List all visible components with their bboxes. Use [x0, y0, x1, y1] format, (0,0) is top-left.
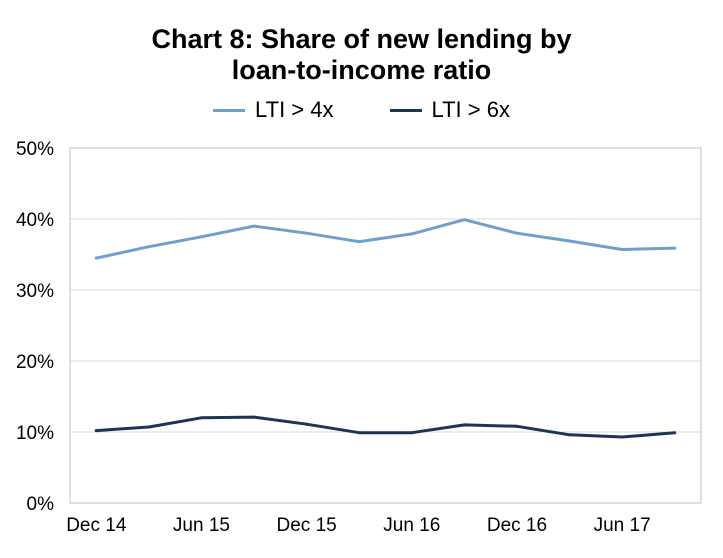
series-line-lti-6x: [94, 415, 677, 439]
data-point-lti-6x: [94, 429, 98, 433]
y-tick-label: 30%: [16, 281, 54, 302]
data-point-lti-4x: [252, 224, 256, 228]
x-tick-label: Jun 16: [383, 515, 440, 536]
data-point-lti-6x: [357, 431, 361, 435]
chart-title: Chart 8: Share of new lending by loan-to…: [0, 24, 723, 86]
data-point-lti-4x: [462, 218, 466, 222]
data-point-lti-6x: [252, 415, 256, 419]
legend: LTI > 4x LTI > 6x: [0, 97, 723, 123]
data-point-lti-4x: [94, 256, 98, 260]
legend-item-lti-4x: LTI > 4x: [213, 97, 334, 123]
data-point-lti-6x: [568, 433, 572, 437]
data-point-lti-4x: [305, 231, 309, 235]
data-point-lti-4x: [147, 245, 151, 249]
data-point-lti-4x: [620, 248, 624, 252]
x-tick-label: Jun 17: [594, 515, 651, 536]
y-tick-label: 0%: [27, 494, 55, 515]
series-line-lti-4x: [94, 218, 677, 260]
y-tick-label: 50%: [16, 139, 54, 160]
data-point-lti-6x: [410, 431, 414, 435]
data-point-lti-4x: [515, 231, 519, 235]
data-point-lti-6x: [620, 435, 624, 439]
legend-item-lti-6x: LTI > 6x: [389, 97, 510, 123]
y-tick-label: 40%: [16, 210, 54, 231]
data-point-lti-6x: [673, 431, 677, 435]
data-point-lti-6x: [305, 422, 309, 426]
data-point-lti-6x: [147, 425, 151, 429]
data-point-lti-4x: [410, 232, 414, 236]
data-point-lti-6x: [199, 416, 203, 420]
legend-swatch-lti-4x: [213, 108, 246, 112]
y-tick-label: 20%: [16, 352, 54, 373]
chart-title-line-1: Chart 8: Share of new lending by: [151, 24, 572, 54]
legend-label-lti-4x: LTI > 4x: [255, 97, 334, 122]
data-point-lti-4x: [673, 246, 677, 250]
y-tick-label: 10%: [16, 423, 54, 444]
x-tick-label: Dec 15: [277, 515, 337, 536]
x-tick-label: Dec 14: [66, 515, 127, 536]
x-tick-label: Jun 15: [173, 515, 230, 536]
legend-swatch-lti-6x: [389, 108, 422, 112]
x-tick-label: Dec 16: [487, 515, 547, 536]
chart-title-line-2: loan-to-income ratio: [231, 55, 492, 85]
data-point-lti-4x: [568, 239, 572, 243]
data-point-lti-4x: [357, 240, 361, 244]
plot-frame: [69, 147, 702, 504]
legend-label-lti-6x: LTI > 6x: [431, 97, 510, 122]
data-point-lti-6x: [515, 424, 519, 428]
data-point-lti-6x: [462, 423, 466, 427]
data-point-lti-4x: [199, 235, 203, 239]
